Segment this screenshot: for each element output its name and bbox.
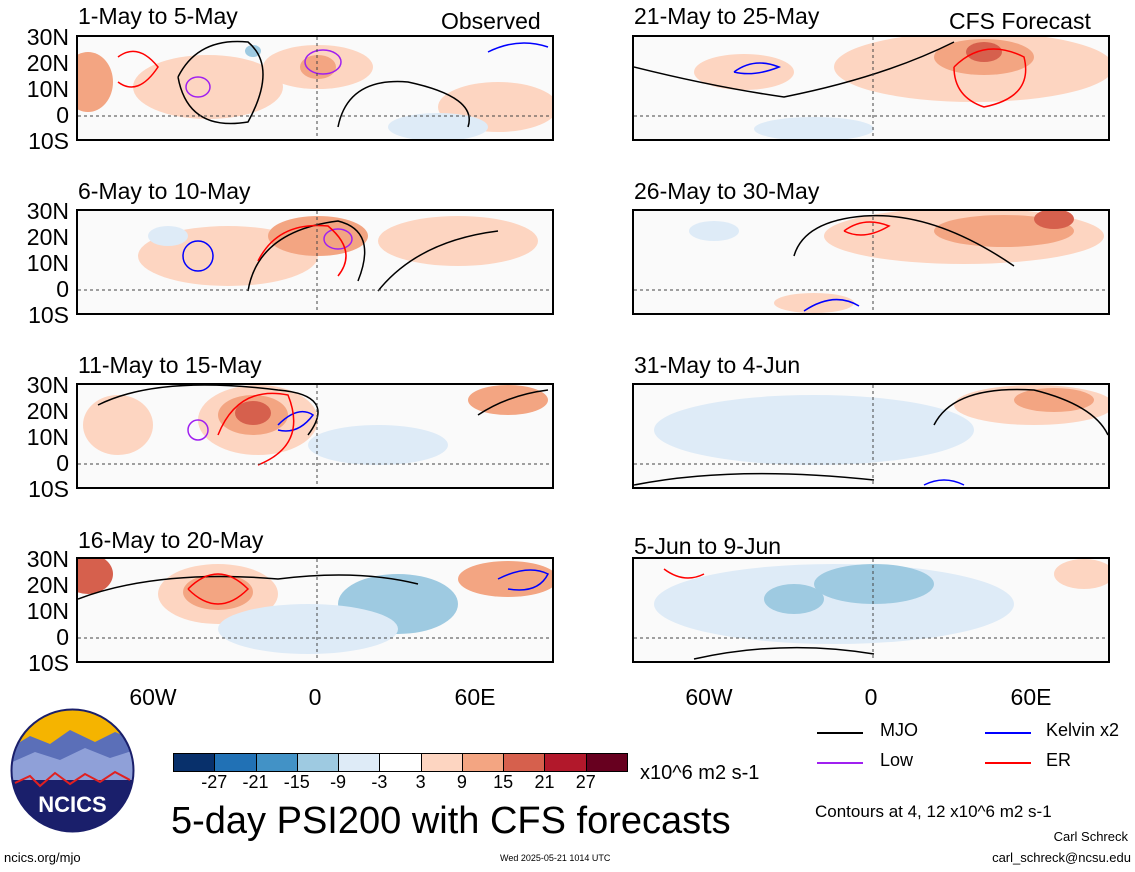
lon-label: 0 [864,684,878,710]
colorbar-swatch [544,753,587,772]
lon-label: 60E [1010,684,1052,710]
colorbar-swatch [461,753,505,772]
lat-label: 10N [26,424,69,450]
map-panel-observed-2 [76,209,554,315]
colorbar-swatch [214,753,257,772]
ncics-logo: NCICS [10,708,135,833]
lat-label: 30N [26,198,69,224]
lat-label: 10S [28,302,69,328]
map-panel-forecast-1 [632,35,1110,141]
colorbar-tick-label: 9 [456,772,467,792]
lat-label: 0 [56,102,69,128]
colorbar [173,753,628,772]
map-panel-forecast-4 [632,557,1110,663]
lon-label: 60W [129,684,177,710]
panel-title: 1-May to 5-May [78,3,238,29]
footer-email[interactable]: carl_schreck@ncsu.edu [992,850,1131,865]
lat-label: 10S [28,476,69,502]
forecast-label: CFS Forecast [949,8,1091,34]
lat-label: 30N [26,372,69,398]
lon-label: 60E [454,684,496,710]
lat-label: 0 [56,450,69,476]
colorbar-tick-label: -9 [330,772,347,792]
map-panel-observed-4 [76,557,554,663]
colorbar-swatch [585,753,628,772]
lat-label: 20N [26,50,69,76]
legend-label-er: ER [1046,750,1072,770]
lat-label: 30N [26,546,69,572]
footer-timestamp: Wed 2025-05-21 1014 UTC [500,853,611,863]
panel-title: 16-May to 20-May [78,527,264,553]
footer-author: Carl Schreck [1053,829,1128,844]
map-panel-forecast-3 [632,383,1110,489]
colorbar-tick-label: 3 [415,772,426,792]
legend-label-low: Low [880,750,914,770]
colorbar-tick-label: 21 [534,772,555,792]
panel-title: 26-May to 30-May [634,178,820,204]
main-title: 5-day PSI200 with CFS forecasts [171,800,731,842]
map-panel-observed-3 [76,383,554,489]
colorbar-swatch [173,753,216,772]
lat-label: 10N [26,250,69,276]
lon-label: 0 [308,684,322,710]
lat-label: 10N [26,598,69,624]
lat-label: 0 [56,624,69,650]
legend-label-kelvin: Kelvin x2 [1046,720,1120,740]
colorbar-tick-label: -27 [201,772,228,792]
panel-title: 5-Jun to 9-Jun [634,533,782,559]
lat-label: 20N [26,398,69,424]
colorbar-tick-label: 15 [493,772,514,792]
logo-text: NCICS [38,792,106,817]
observed-label: Observed [441,8,541,34]
legend-swatch-kelvin [985,732,1031,734]
lat-label: 20N [26,224,69,250]
colorbar-tick-label: -3 [371,772,388,792]
colorbar-units: x10^6 m2 s-1 [640,762,760,784]
colorbar-swatch [379,753,422,772]
lat-label: 10S [28,650,69,676]
colorbar-tick-label: -21 [242,772,269,792]
legend-swatch-low [817,762,863,764]
contours-note: Contours at 4, 12 x10^6 m2 s-1 [815,802,1052,821]
colorbar-tick-label: 27 [575,772,596,792]
lat-label: 30N [26,24,69,50]
lon-label: 60W [685,684,733,710]
panel-title: 31-May to 4-Jun [634,352,801,378]
lat-label: 10N [26,76,69,102]
legend-swatch-er [985,762,1031,764]
colorbar-swatch [296,753,340,772]
map-panel-forecast-2 [632,209,1110,315]
colorbar-swatch [420,753,463,772]
colorbar-swatch [503,753,546,772]
colorbar-swatch [338,753,381,772]
panel-title: 6-May to 10-May [78,178,251,204]
colorbar-swatch [255,753,298,772]
lat-label: 10S [28,128,69,154]
lat-label: 20N [26,572,69,598]
lat-label: 0 [56,276,69,302]
colorbar-tick-label: -15 [283,772,310,792]
legend-swatch-mjo [817,732,863,734]
legend-label-mjo: MJO [880,720,918,740]
map-panel-observed-1 [76,35,554,141]
panel-title: 21-May to 25-May [634,3,820,29]
panel-title: 11-May to 15-May [78,352,262,378]
footer-url[interactable]: ncics.org/mjo [4,850,81,865]
